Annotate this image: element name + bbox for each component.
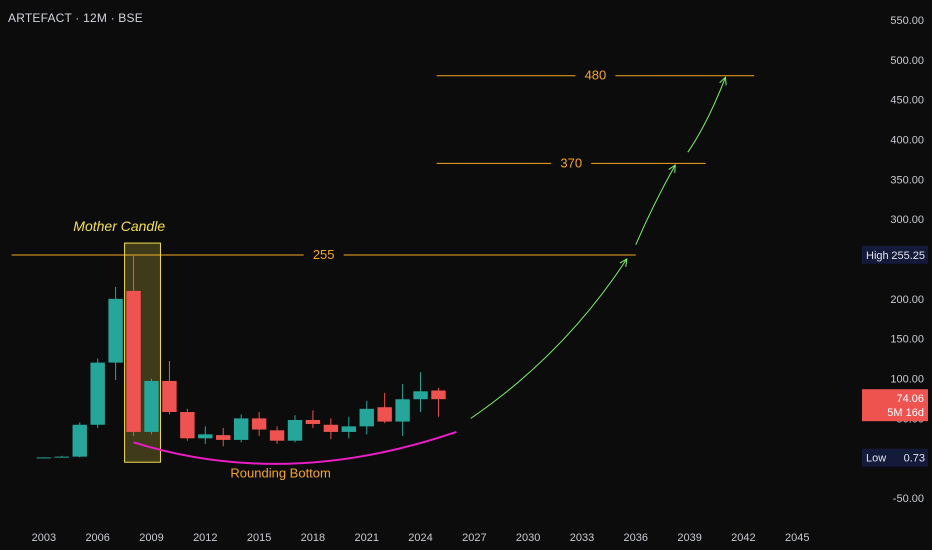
rounding-bottom-label: Rounding Bottom <box>230 465 330 480</box>
mother-candle-label: Mother Candle <box>73 218 165 234</box>
current-price-value: 74.06 <box>896 393 924 405</box>
y-tick-label: 400.00 <box>890 134 924 146</box>
level-label-480: 480 <box>585 68 607 83</box>
y-tick-label: 350.00 <box>890 174 924 186</box>
level-label-255: 255 <box>313 247 335 262</box>
x-tick-label: 2030 <box>516 532 540 544</box>
x-tick-label: 2045 <box>785 532 809 544</box>
candle-body-2023 <box>395 399 410 422</box>
x-tick-label: 2015 <box>247 532 271 544</box>
candle-body-2016 <box>269 430 285 441</box>
candle-body-2014 <box>233 418 249 440</box>
y-tick-label: 500.00 <box>890 55 924 67</box>
candle-body-2009 <box>144 380 159 432</box>
x-tick-label: 2006 <box>85 532 109 544</box>
symbol-title: ARTEFACT · 12M · BSE <box>8 11 143 25</box>
candle-body-2003 <box>36 457 52 459</box>
bar-countdown: 5M 16d <box>887 407 924 419</box>
price-tag-bg-1 <box>862 245 928 264</box>
x-tick-label: 2021 <box>354 532 378 544</box>
candle-body-2020 <box>341 426 356 432</box>
candle-body-2004 <box>54 456 70 458</box>
projection-arrow-3 <box>687 77 726 153</box>
candle-body-2024 <box>413 391 428 400</box>
price-tag-label: Low <box>866 453 886 465</box>
annotation-labels: Mother Candle Rounding Bottom <box>73 218 331 480</box>
candle-body-2012 <box>198 434 213 439</box>
x-tick-label: 2036 <box>624 532 648 544</box>
y-tick-label: 200.00 <box>890 294 924 306</box>
x-tick-label: 2018 <box>301 532 325 544</box>
candle-body-2022 <box>377 407 392 422</box>
x-tick-label: 2033 <box>570 532 594 544</box>
y-tick-label: 550.00 <box>890 15 924 27</box>
candle-body-2006 <box>90 362 105 425</box>
x-tick-label: 2039 <box>677 532 701 544</box>
candle-body-2010 <box>162 380 177 413</box>
x-tick-label: 2042 <box>731 532 755 544</box>
price-tag-label: High <box>866 250 889 262</box>
projection-arrow-1 <box>470 258 628 419</box>
drawings <box>133 76 727 465</box>
rounding-bottom-curve <box>133 430 457 465</box>
projection-arrowhead-2 <box>668 163 676 173</box>
x-tick-label: 2024 <box>408 532 432 544</box>
candle-body-2021 <box>359 408 374 427</box>
candle-body-2019 <box>323 424 339 432</box>
price-levels: 255 370 480 <box>11 68 755 262</box>
x-tick-label: 2012 <box>193 532 217 544</box>
time-axis[interactable]: 2003 2006 2009 2012 2015 2018 2021 2024 2027 2030… <box>32 532 810 544</box>
price-tag-bg-3 <box>862 448 928 467</box>
y-tick-label: 100.00 <box>890 374 924 386</box>
price-tag-value: 0.73 <box>904 453 925 465</box>
candle-body-2005 <box>72 424 87 457</box>
y-tick-label: 300.00 <box>890 214 924 226</box>
level-label-370: 370 <box>560 155 582 170</box>
projection-arrow-2 <box>635 164 676 245</box>
candle-body-2015 <box>251 418 267 430</box>
candle-body-2013 <box>216 435 231 440</box>
price-tags: High 255.25 74.06 5M 16d Low 0.73 <box>862 245 928 467</box>
x-tick-label: 2027 <box>462 532 486 544</box>
candle-body-2011 <box>180 412 195 439</box>
price-tag-value: 255.25 <box>891 250 925 262</box>
x-tick-label: 2003 <box>32 532 56 544</box>
price-tag-bg-2 <box>862 389 928 422</box>
y-tick-label: 450.00 <box>890 95 924 107</box>
candle-body-2025 <box>431 390 446 400</box>
candle-body-2008 <box>126 290 141 432</box>
candle-body-2017 <box>287 419 303 441</box>
candle-body-2007 <box>108 298 123 363</box>
y-tick-label: -50.00 <box>893 493 924 505</box>
candlestick-series <box>36 254 446 459</box>
y-tick-label: 150.00 <box>890 334 924 346</box>
candle-body-2018 <box>305 419 321 424</box>
projection-arrowhead-1 <box>619 258 628 267</box>
x-tick-label: 2009 <box>139 532 163 544</box>
projection-arrowhead-3 <box>719 76 727 86</box>
